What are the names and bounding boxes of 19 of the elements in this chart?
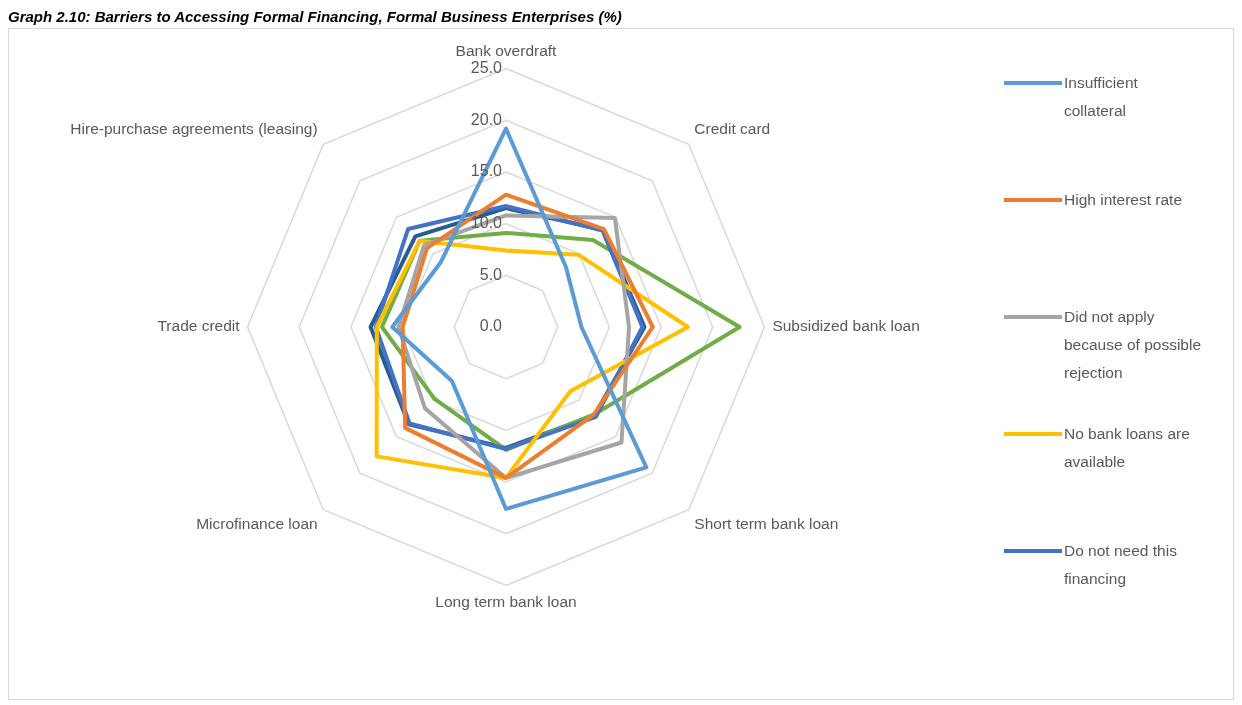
- y-tick-label: 10.0: [470, 214, 503, 232]
- chart-title: Graph 2.10: Barriers to Accessing Formal Financing, Formal Business Enterprises (%): [8, 8, 623, 27]
- y-tick-label: 0.0: [479, 317, 503, 335]
- y-tick-label: 5.0: [479, 265, 503, 283]
- y-tick-label: 25.0: [470, 59, 503, 77]
- legend-label: Do not need this financing: [1064, 541, 1178, 589]
- spoke-label: Bank overdraft: [455, 41, 558, 59]
- spoke-label: Microfinance loan: [196, 514, 318, 532]
- spoke-label: Subsidized bank loan: [772, 317, 920, 335]
- spoke-label: Hire-purchase agreements (leasing): [70, 119, 318, 137]
- spoke-label: Trade credit: [157, 317, 241, 335]
- legend-label: Did not apply because of possible rejection: [1064, 307, 1202, 383]
- legend-label: High interest rate: [1064, 190, 1184, 210]
- spoke-label: Short term bank loan: [694, 514, 839, 532]
- spoke-label: Long term bank loan: [435, 592, 577, 610]
- legend-label: No bank loans are available: [1064, 424, 1191, 472]
- legend-label: Insufficient collateral: [1064, 73, 1139, 121]
- y-tick-label: 20.0: [470, 110, 503, 128]
- spoke-label: Credit card: [694, 119, 771, 137]
